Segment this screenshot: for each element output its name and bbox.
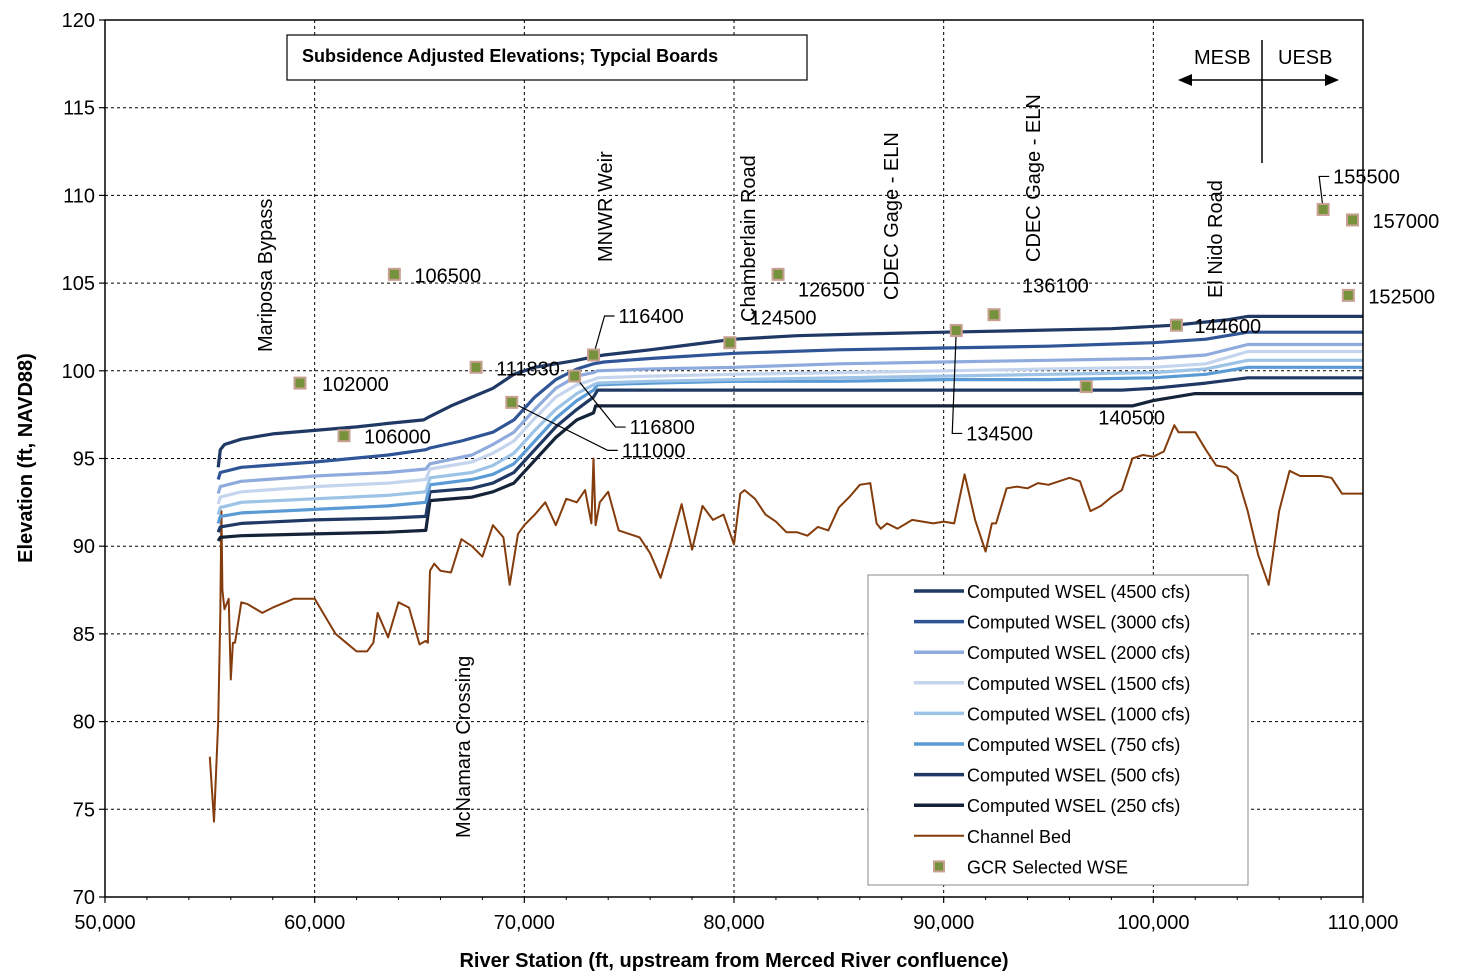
leader-line — [1318, 175, 1330, 210]
landmark-label: McNamara Crossing — [453, 656, 475, 838]
chart-title: Subsidence Adjusted Elevations; Typcial … — [302, 46, 718, 66]
series-line-computed-wsel-1000-cfs- — [216, 358, 1363, 516]
landmark-labels: Mariposa Bypass McNamara Crossing MNWR Wei… — [255, 94, 1227, 838]
series-line-computed-wsel-3000-cfs- — [216, 330, 1363, 480]
x-tick-label: 110,000 — [1328, 912, 1399, 934]
landmark-label: MNWR Weir — [595, 151, 617, 262]
landmark-label: Mariposa Bypass — [255, 199, 277, 352]
wse-point-label: 116400 — [619, 306, 684, 328]
legend-marker — [933, 860, 945, 873]
series-line-computed-wsel-500-cfs- — [216, 376, 1363, 533]
x-tick-label: 70,000 — [494, 912, 555, 934]
wse-point-label: 111000 — [622, 440, 686, 462]
wse-point-136100 — [987, 308, 1001, 322]
legend-label: Computed WSEL (4500 cfs) — [967, 582, 1190, 602]
series-line-computed-wsel-2000-cfs- — [216, 342, 1363, 495]
reach-label-mesb: MESB — [1194, 47, 1251, 69]
x-tick-label: 60,000 — [284, 912, 345, 934]
landmark-label: Chamberlain Road — [738, 155, 760, 322]
x-axis-title: River Station (ft, upstream from Merced … — [459, 950, 1008, 972]
y-axis-title: Elevation (ft, NAVD88) — [15, 353, 37, 563]
y-tick-label: 105 — [62, 273, 95, 295]
wse-point-116800 — [568, 369, 582, 383]
series-line-computed-wsel-1500-cfs- — [216, 349, 1363, 505]
y-tick-label: 90 — [73, 536, 95, 558]
wse-point-116400 — [587, 348, 601, 362]
landmark-label: CDEC Gage - ELN — [1023, 94, 1045, 262]
y-tick-label: 85 — [73, 624, 95, 646]
wse-point-label: 116800 — [630, 417, 695, 439]
wse-point-label: 157000 — [1373, 211, 1440, 233]
y-tick-label: 95 — [73, 449, 95, 471]
legend-label: Computed WSEL (3000 cfs) — [967, 613, 1190, 633]
wse-point-label: 136100 — [1022, 276, 1089, 298]
wse-point-label: 102000 — [322, 374, 389, 396]
wse-point-102000 — [293, 376, 307, 390]
leader-line — [592, 315, 615, 356]
wse-point-label: 155500 — [1333, 166, 1400, 188]
legend-label: Computed WSEL (500 cfs) — [967, 766, 1180, 786]
wse-point-label: 106500 — [414, 265, 481, 287]
wse-point-134500 — [949, 323, 963, 337]
wse-point-111830 — [469, 360, 483, 374]
wse-point-label: 111830 — [496, 358, 560, 380]
wse-point-140500 — [1079, 380, 1093, 394]
y-tick-label: 110 — [63, 185, 95, 207]
legend-box — [867, 574, 1249, 886]
wse-point-label: 124500 — [750, 308, 817, 330]
wse-point-106500 — [387, 267, 401, 281]
series-line-computed-wsel-750-cfs- — [216, 365, 1363, 524]
wse-point-label: 144600 — [1194, 316, 1261, 338]
wse-point-106000 — [337, 429, 351, 443]
x-tick-label: 80,000 — [703, 912, 764, 934]
wse-point-label: 140500 — [1098, 408, 1165, 430]
y-tick-label: 70 — [73, 887, 95, 909]
wse-point-155500 — [1316, 202, 1330, 216]
leader-line — [951, 330, 963, 435]
x-tick-label: 100,000 — [1117, 912, 1189, 934]
leader-lines — [511, 175, 1330, 451]
y-tick-label: 100 — [62, 361, 95, 383]
gridlines — [105, 20, 1363, 897]
wse-point-label: 126500 — [798, 279, 865, 301]
wse-point-124500 — [723, 336, 737, 350]
series-line-channel-bed — [208, 424, 1363, 823]
wse-point-label: 152500 — [1368, 286, 1435, 308]
y-tick-label: 75 — [73, 799, 95, 821]
reach-indicator: MESB UESB — [1178, 40, 1339, 163]
legend-label: Computed WSEL (750 cfs) — [967, 735, 1180, 755]
y-tick-label: 120 — [62, 10, 95, 32]
legend-label: Computed WSEL (250 cfs) — [967, 796, 1180, 816]
wse-point-label: 106000 — [364, 427, 431, 449]
plot-area-border — [104, 19, 1364, 898]
landmark-label: CDEC Gage - ELN — [881, 132, 903, 300]
wse-point-144600 — [1169, 318, 1183, 332]
leader-line — [574, 375, 626, 428]
landmark-label: El Nido Road — [1205, 180, 1227, 298]
x-tick-label: 90,000 — [913, 912, 974, 934]
series-line-computed-wsel-250-cfs- — [216, 392, 1363, 542]
leader-line — [511, 401, 618, 451]
y-tick-label: 115 — [63, 98, 95, 120]
axis-ticks: 50,000 60,000 70,000 80,000 90,000 100,000 110… — [62, 10, 1399, 934]
title-box — [286, 34, 808, 81]
legend-label: GCR Selected WSE — [967, 857, 1128, 877]
wse-point-157000 — [1346, 213, 1360, 227]
x-tick-label: 50,000 — [74, 912, 135, 934]
series-line-computed-wsel-4500-cfs- — [216, 314, 1363, 468]
legend-label: Computed WSEL (1500 cfs) — [967, 674, 1190, 694]
legend-label: Computed WSEL (1000 cfs) — [967, 704, 1190, 724]
series-lines — [208, 314, 1363, 823]
y-tick-label: 80 — [73, 712, 95, 734]
wse-point-152500 — [1341, 288, 1355, 302]
wse-point-111000 — [505, 395, 519, 409]
wse-point-label: 134500 — [966, 423, 1033, 445]
legend-label: Channel Bed — [967, 827, 1071, 847]
legend-label: Computed WSEL (2000 cfs) — [967, 643, 1190, 663]
wse-point-126500 — [771, 267, 785, 281]
reach-label-uesb: UESB — [1278, 47, 1332, 69]
legend: Computed WSEL (4500 cfs) Computed WSEL (3… — [867, 574, 1249, 886]
